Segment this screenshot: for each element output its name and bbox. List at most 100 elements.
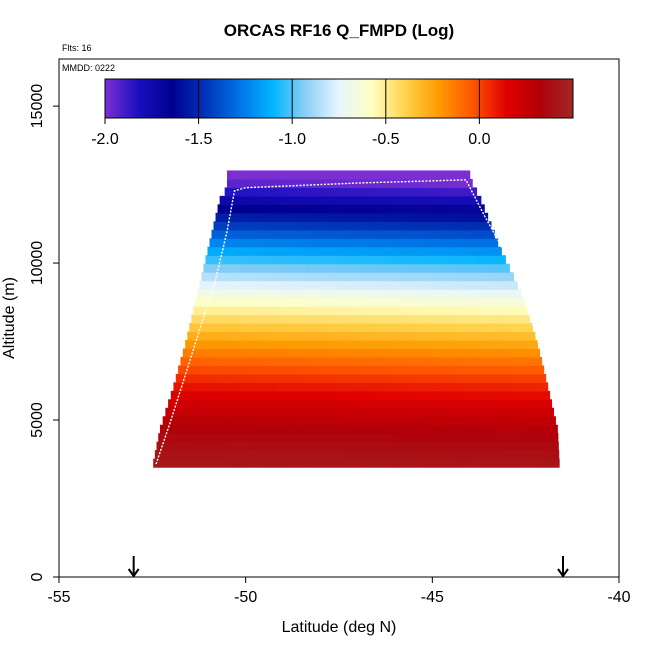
heatmap-cell xyxy=(311,178,321,189)
heatmap-cell xyxy=(527,314,531,324)
heatmap-cell xyxy=(189,390,200,400)
heatmap-cell xyxy=(209,458,220,468)
heatmap-cell xyxy=(344,221,355,231)
heatmap-cell xyxy=(292,170,303,180)
heatmap-cell xyxy=(327,331,338,341)
heatmap-cell xyxy=(352,306,362,316)
heatmap-cell xyxy=(269,339,280,350)
heatmap-cell xyxy=(259,373,270,383)
heatmap-cell xyxy=(199,416,210,426)
heatmap-cell xyxy=(320,356,331,367)
heatmap-cell xyxy=(191,314,202,324)
heatmap-cell xyxy=(516,390,527,400)
heatmap-cell xyxy=(518,450,529,460)
heatmap-cell xyxy=(541,399,552,409)
heatmap-cell xyxy=(469,390,480,400)
heatmap-cell xyxy=(322,382,333,392)
heatmap-cell xyxy=(276,382,287,392)
heatmap-cell xyxy=(332,229,343,239)
heatmap-cell xyxy=(525,390,536,400)
heatmap-cell xyxy=(495,365,506,375)
heatmap-cell xyxy=(385,170,396,180)
heatmap-cell xyxy=(408,407,418,417)
heatmap-cell xyxy=(285,348,296,358)
heatmap-cell xyxy=(346,289,357,299)
heatmap-cell xyxy=(339,178,349,189)
heatmap-cell xyxy=(301,178,312,189)
heatmap-cell xyxy=(422,204,433,214)
heatmap-cell xyxy=(168,399,179,409)
plot-frame xyxy=(58,58,620,578)
heatmap-cell xyxy=(297,221,308,231)
heatmap-cell xyxy=(462,272,473,282)
heatmap-cell xyxy=(252,365,263,375)
heatmap-cell xyxy=(383,365,394,375)
heatmap-cell xyxy=(347,246,358,256)
heatmap-cell xyxy=(231,263,242,273)
heatmap-cell xyxy=(488,390,499,400)
x-tick-label: -45 xyxy=(421,589,444,606)
heatmap-cell xyxy=(481,382,492,392)
heatmap-cell xyxy=(451,280,462,290)
heatmap-cell xyxy=(292,390,303,400)
heatmap-cell xyxy=(229,450,240,460)
heatmap-cell xyxy=(338,246,349,256)
heatmap-cell xyxy=(502,263,510,273)
heatmap-cell xyxy=(203,373,214,383)
heatmap-cell xyxy=(410,297,420,307)
heatmap-cell xyxy=(368,238,379,248)
heatmap-cell xyxy=(300,246,311,256)
heatmap-cell xyxy=(394,390,405,400)
chart-title: ORCAS RF16 Q_FMPD (Log) xyxy=(224,21,454,40)
heatmap-cell xyxy=(344,433,355,443)
heatmap-cell xyxy=(280,331,291,341)
heatmap-cell xyxy=(243,365,254,375)
heatmap-cell xyxy=(189,356,200,367)
heatmap-cell xyxy=(454,306,465,316)
heatmap-cell xyxy=(466,399,477,409)
heatmap-cell xyxy=(278,373,289,383)
heatmap-cell xyxy=(382,433,393,443)
heatmap-cell xyxy=(443,314,454,324)
heatmap-cell xyxy=(430,212,441,222)
heatmap-cell xyxy=(448,399,459,409)
heatmap-cell xyxy=(415,314,426,324)
heatmap-cell xyxy=(410,255,421,265)
heatmap-cell xyxy=(262,424,273,434)
heatmap-cell xyxy=(392,365,403,375)
heatmap-cell xyxy=(327,424,338,434)
heatmap-cell xyxy=(413,204,424,214)
heatmap-cell xyxy=(294,450,305,460)
heatmap-cell xyxy=(485,331,496,341)
heatmap-cell xyxy=(288,433,299,443)
heatmap-cell xyxy=(452,238,463,248)
heatmap-cell xyxy=(243,187,254,197)
heatmap-cell xyxy=(335,297,346,307)
heatmap-cell xyxy=(442,458,453,468)
heatmap-cell xyxy=(242,255,253,265)
heatmap-cell xyxy=(228,238,239,248)
heatmap-cell xyxy=(352,441,363,451)
heatmap-cell xyxy=(360,450,371,460)
heatmap-cell xyxy=(436,441,447,451)
heatmap-cell xyxy=(250,373,261,383)
heatmap-cell xyxy=(453,272,464,282)
heatmap-cell xyxy=(171,416,182,426)
heatmap-cell xyxy=(430,365,441,375)
heatmap-cell xyxy=(332,272,343,282)
heatmap-cell xyxy=(389,306,400,316)
heatmap-cell xyxy=(476,365,487,375)
heatmap-cell xyxy=(264,280,275,290)
heatmap-cell xyxy=(248,450,259,460)
heatmap-cell xyxy=(404,390,415,400)
heatmap-cell xyxy=(271,187,282,197)
heatmap-cell xyxy=(293,238,304,248)
heatmap-cell xyxy=(346,365,357,375)
heatmap-cell xyxy=(454,229,465,239)
heatmap-cell xyxy=(196,399,207,409)
heatmap-cell xyxy=(457,331,468,341)
heatmap-cell xyxy=(219,195,230,205)
heatmap-cell xyxy=(406,272,417,282)
heatmap-cell xyxy=(272,289,282,299)
heatmap-cell xyxy=(316,433,327,443)
